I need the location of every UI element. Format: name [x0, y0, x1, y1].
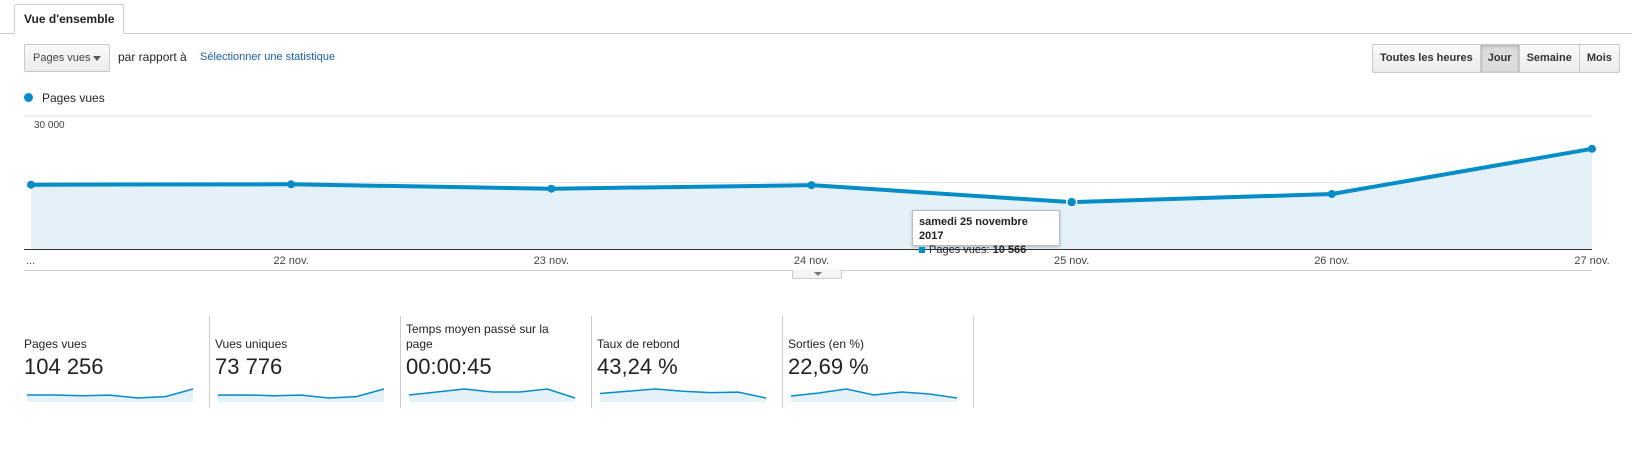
metric-value: 104 256: [24, 354, 104, 379]
tooltip-metric: Pages vues: 10 566: [919, 243, 1053, 257]
metric-exit-rate[interactable]: Sorties (en %) 22,69 %: [788, 316, 974, 408]
sparkline: [599, 388, 767, 402]
x-tick-label: 27 nov.: [1574, 255, 1609, 267]
data-point: [1327, 190, 1336, 199]
metric-bounce-rate[interactable]: Taux de rebond 43,24 %: [597, 316, 783, 408]
data-point: [287, 180, 296, 189]
tooltip-metric-label: Pages vues:: [929, 244, 990, 256]
granularity-buttons: Toutes les heures Jour Semaine Mois: [1372, 44, 1620, 73]
collapse-chart-handle[interactable]: [792, 270, 842, 279]
metric-label: Sorties (en %): [788, 337, 865, 351]
metric-select-label: Pages vues: [33, 52, 91, 64]
x-tick-label: 24 nov.: [794, 255, 829, 267]
sparkline: [790, 388, 958, 402]
select-metric-link[interactable]: Sélectionner une statistique: [200, 51, 336, 63]
legend-dot-icon: [24, 93, 33, 102]
sparkline-line: [26, 388, 194, 399]
data-point: [1065, 196, 1078, 208]
sparkline-area: [600, 389, 766, 402]
week-button[interactable]: Semaine: [1518, 44, 1580, 73]
hourly-button[interactable]: Toutes les heures: [1372, 44, 1481, 73]
sparkline-line: [217, 388, 385, 399]
x-tick-label: 22 nov.: [274, 255, 309, 267]
series-square-icon: [919, 247, 925, 253]
main-chart: 30 00015 000...22 nov.23 nov.24 nov.25 n…: [24, 115, 1610, 271]
sparkline-line: [790, 388, 958, 399]
data-point: [807, 181, 816, 190]
day-button[interactable]: Jour: [1479, 44, 1520, 73]
metric-label: Vues uniques: [215, 337, 288, 351]
metric-label: Taux de rebond: [597, 337, 680, 351]
metric-label: Temps moyen passé sur la page: [406, 322, 549, 351]
metric-pageviews[interactable]: Pages vues 104 256: [24, 316, 210, 408]
metric-value: 00:00:45: [406, 354, 492, 379]
compare-text: par rapport à: [118, 50, 187, 64]
sparkline: [408, 388, 576, 402]
metric-avg-time[interactable]: Temps moyen passé sur la page 00:00:45: [406, 316, 592, 408]
sparkline: [217, 388, 385, 402]
month-button[interactable]: Mois: [1578, 44, 1620, 73]
chevron-down-icon: [93, 56, 101, 61]
tooltip-metric-value: 10 566: [992, 244, 1027, 256]
x-tick-label: ...: [26, 255, 35, 267]
tab-bar: Vue d'ensemble: [0, 0, 1632, 34]
data-point: [547, 184, 556, 193]
sparkline: [26, 388, 194, 402]
sparkline-line: [599, 388, 767, 399]
metric-value: 43,24 %: [597, 354, 678, 379]
sparkline-line: [408, 388, 576, 399]
chevron-down-icon: [814, 272, 822, 276]
x-tick-label: 25 nov.: [1054, 255, 1089, 267]
chart-tooltip: samedi 25 novembre 2017 Pages vues: 10 5…: [912, 210, 1060, 256]
y-tick-label: 30 000: [34, 120, 65, 131]
metric-label: Pages vues: [24, 337, 87, 351]
tab-overview[interactable]: Vue d'ensemble: [14, 4, 125, 34]
data-point: [27, 180, 35, 189]
data-point: [1588, 144, 1596, 153]
tooltip-date: samedi 25 novembre 2017: [919, 216, 1028, 242]
metric-select[interactable]: Pages vues: [24, 44, 110, 72]
x-tick-label: 23 nov.: [534, 255, 569, 267]
metric-unique-views[interactable]: Vues uniques 73 776: [215, 316, 401, 408]
x-tick-label: 26 nov.: [1314, 255, 1349, 267]
sparkline-area: [409, 389, 575, 402]
legend-label: Pages vues: [42, 91, 105, 105]
series-area: [31, 148, 1592, 249]
metric-value: 22,69 %: [788, 354, 869, 379]
metric-value: 73 776: [215, 354, 283, 379]
